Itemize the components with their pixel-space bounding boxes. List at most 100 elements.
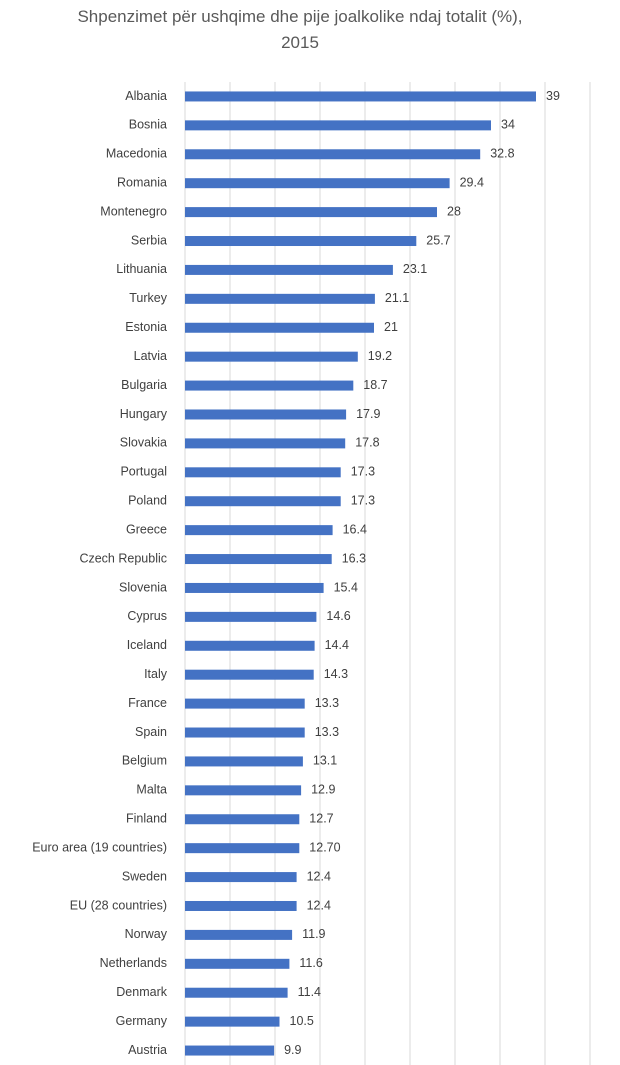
bar: [185, 582, 324, 593]
data-label: 12.9: [311, 783, 335, 797]
y-tick-label: Greece: [126, 522, 167, 536]
y-tick-label: Austria: [128, 1043, 167, 1057]
data-label: 11.4: [298, 985, 321, 999]
data-label: 12.4: [307, 898, 331, 912]
y-tick-label: Lithuania: [116, 262, 167, 276]
y-tick-label: Spain: [135, 725, 167, 739]
bar: [185, 438, 346, 449]
y-tick-label: Malta: [136, 783, 167, 797]
y-tick-label: Macedonia: [106, 147, 167, 161]
data-label: 29.4: [460, 175, 484, 189]
data-label: 17.9: [356, 407, 380, 421]
y-tick-label: Sweden: [122, 869, 167, 883]
data-label: 17.3: [351, 465, 375, 479]
data-label: 11.9: [302, 927, 325, 941]
bar: [185, 843, 300, 854]
bar: [185, 322, 374, 333]
y-tick-label: Euro area (19 countries): [32, 840, 167, 854]
chart-title: Shpenzimet për ushqime dhe pije joalkoli…: [77, 7, 523, 52]
y-tick-label: Latvia: [134, 349, 167, 363]
data-label: 18.7: [363, 378, 387, 392]
y-tick-label: Cyprus: [127, 609, 167, 623]
data-label: 13.3: [315, 696, 339, 710]
bar: [185, 698, 305, 709]
bar: [185, 640, 315, 651]
data-label: 17.8: [355, 436, 379, 450]
bar: [185, 91, 536, 102]
data-label: 16.4: [343, 522, 367, 536]
data-label: 10.5: [290, 1014, 314, 1028]
bar: [185, 814, 300, 825]
y-tick-label: Bosnia: [129, 118, 167, 132]
data-label: 21: [384, 320, 398, 334]
data-label: 21.1: [385, 291, 409, 305]
bar: [185, 178, 450, 189]
y-tick-label: Estonia: [125, 320, 167, 334]
bar: [185, 785, 302, 796]
y-tick-label: Iceland: [127, 638, 167, 652]
y-tick-label: Germany: [116, 1014, 168, 1028]
data-label: 32.8: [490, 147, 514, 161]
data-label: 14.4: [325, 638, 349, 652]
y-tick-label: Portugal: [120, 465, 167, 479]
data-label: 12.7: [309, 812, 333, 826]
bar: [185, 611, 317, 622]
bar: [185, 958, 290, 969]
data-label: 15.4: [334, 580, 358, 594]
data-label: 14.3: [324, 667, 348, 681]
y-tick-label: Norway: [125, 927, 168, 941]
bar: [185, 207, 437, 218]
y-tick-label: Turkey: [129, 291, 167, 305]
bar: [185, 380, 354, 391]
data-label: 13.1: [313, 754, 337, 768]
y-tick-label: Netherlands: [100, 956, 167, 970]
bar: [185, 409, 347, 420]
bar: [185, 987, 288, 998]
bar: [185, 872, 297, 883]
bar: [185, 669, 314, 680]
y-tick-label: Slovakia: [120, 436, 167, 450]
bar: [185, 900, 297, 911]
data-label: 34: [501, 118, 515, 132]
data-label: 12.70: [309, 840, 340, 854]
y-tick-label: Poland: [128, 494, 167, 508]
bar: [185, 525, 333, 536]
y-tick-label: Serbia: [131, 233, 167, 247]
bar: [185, 756, 303, 767]
bar: [185, 149, 481, 160]
data-label: 28: [447, 204, 461, 218]
y-tick-label: Albania: [125, 89, 167, 103]
y-tick-label: Hungary: [120, 407, 168, 421]
bar: [185, 467, 341, 478]
y-tick-label: EU (28 countries): [70, 898, 167, 912]
data-label: 13.3: [315, 725, 339, 739]
bar: [185, 727, 305, 738]
y-tick-label: Italy: [144, 667, 168, 681]
y-tick-label: France: [128, 696, 167, 710]
bar: [185, 120, 491, 131]
bar: [185, 351, 358, 362]
data-label: 17.3: [351, 494, 375, 508]
data-label: 11.6: [299, 956, 322, 970]
data-label: 39: [546, 89, 560, 103]
y-tick-label: Denmark: [116, 985, 167, 999]
y-tick-label: Finland: [126, 812, 167, 826]
bar: [185, 1045, 275, 1056]
bar: [185, 929, 293, 940]
bar: [185, 264, 393, 275]
bar: [185, 554, 332, 565]
data-label: 9.9: [284, 1043, 301, 1057]
data-label: 14.6: [326, 609, 350, 623]
y-tick-label: Bulgaria: [121, 378, 167, 392]
bar: [185, 496, 341, 507]
data-label: 16.3: [342, 551, 366, 565]
data-label: 25.7: [426, 233, 450, 247]
y-tick-label: Montenegro: [100, 204, 167, 218]
bar: [185, 236, 417, 247]
data-label: 19.2: [368, 349, 392, 363]
bar: [185, 293, 375, 304]
y-tick-label: Slovenia: [119, 580, 167, 594]
data-label: 23.1: [403, 262, 427, 276]
